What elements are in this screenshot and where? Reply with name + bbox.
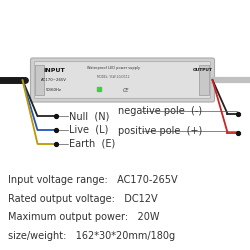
- Text: Earth  (E): Earth (E): [69, 139, 115, 149]
- Bar: [199, 65, 209, 95]
- Text: Waterproof LED power supply: Waterproof LED power supply: [87, 66, 140, 70]
- Text: INPUT: INPUT: [43, 68, 64, 72]
- FancyBboxPatch shape: [30, 58, 214, 102]
- Text: Live  (L): Live (L): [69, 125, 108, 135]
- Text: 50/60Hz: 50/60Hz: [46, 88, 62, 92]
- FancyBboxPatch shape: [34, 62, 211, 98]
- Text: Input voltage range:   AC170-265V: Input voltage range: AC170-265V: [8, 175, 177, 185]
- Text: Null  (N): Null (N): [69, 111, 109, 121]
- Text: MODEL: YLW-20/DC12: MODEL: YLW-20/DC12: [97, 75, 130, 79]
- Bar: [35, 65, 44, 95]
- Text: negative pole  (-): negative pole (-): [118, 106, 202, 116]
- Text: size/weight:   162*30*20mm/180g: size/weight: 162*30*20mm/180g: [8, 231, 174, 241]
- Text: OUTPUT: OUTPUT: [192, 68, 212, 72]
- Text: CE: CE: [123, 88, 129, 92]
- Text: Maximum output power:   20W: Maximum output power: 20W: [8, 212, 159, 222]
- Text: AC170~265V: AC170~265V: [41, 78, 67, 82]
- Text: positive pole  (+): positive pole (+): [118, 126, 202, 136]
- Text: Rated output voltage:   DC12V: Rated output voltage: DC12V: [8, 194, 157, 204]
